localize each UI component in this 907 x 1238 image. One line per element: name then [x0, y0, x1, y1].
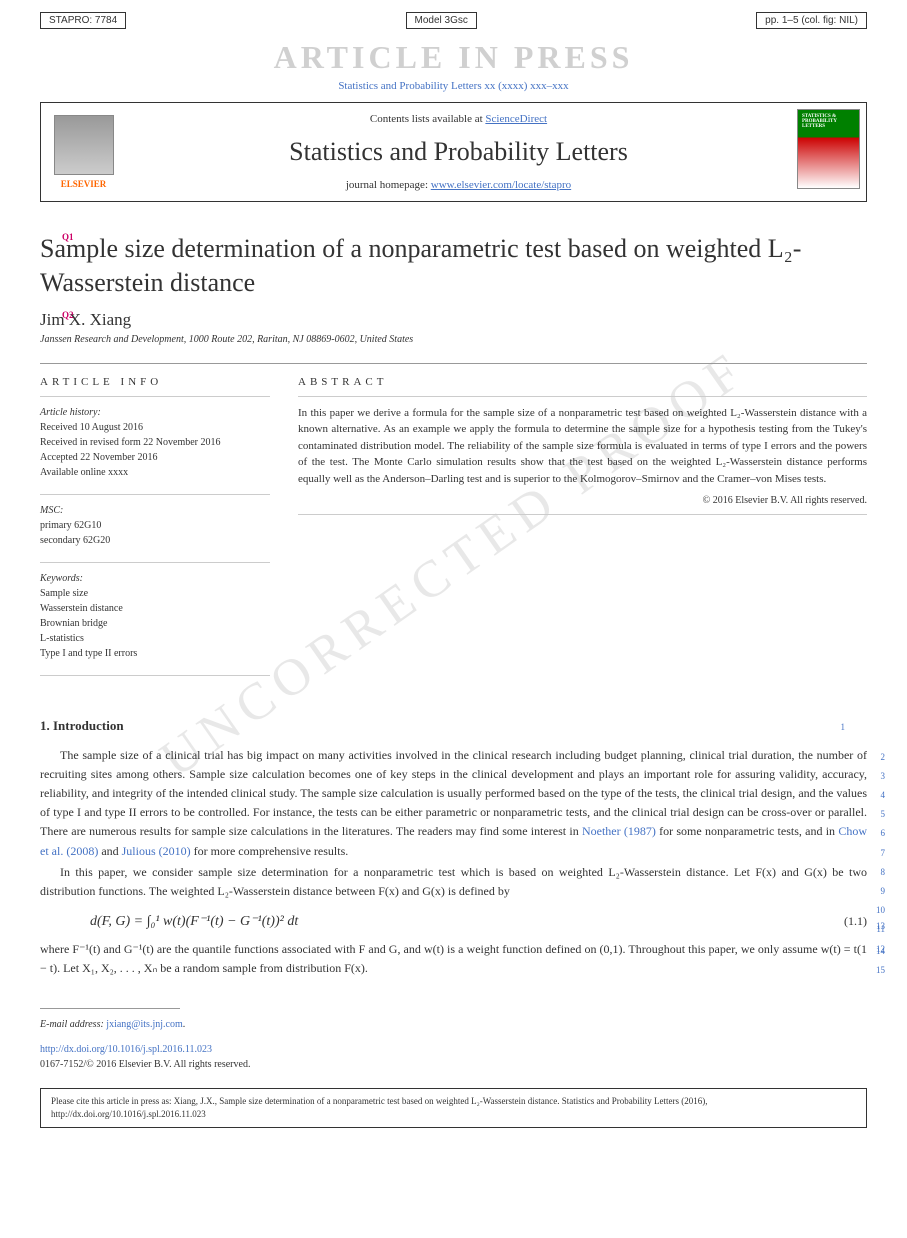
journal-title: Statistics and Probability Letters	[136, 125, 781, 179]
accepted-date: Accepted 22 November 2016	[40, 450, 270, 465]
line-numbers: 13	[876, 917, 885, 936]
article-history: Article history: Received 10 August 2016…	[40, 405, 270, 480]
keyword: Sample size	[40, 586, 270, 601]
abstract-heading: ABSTRACT	[298, 376, 867, 388]
cover-image: STATISTICS & PROBABILITY LETTERS	[797, 109, 860, 189]
para1-text-c: and	[98, 844, 121, 858]
issn-line: 0167-7152/© 2016 Elsevier B.V. All right…	[40, 1057, 867, 1072]
journal-homepage: journal homepage: www.elsevier.com/locat…	[136, 179, 781, 191]
citation-box: Please cite this article in press as: Xi…	[40, 1088, 867, 1127]
introduction-section: 1 1. Introduction 23456789101112 The sam…	[40, 718, 867, 979]
header-center: Contents lists available at ScienceDirec…	[126, 103, 791, 201]
elsevier-logo: ELSEVIER	[41, 103, 126, 201]
author-text: Jim X. Xiang	[40, 310, 131, 329]
intro-paragraph-2: In this paper, we consider sample size d…	[40, 863, 867, 901]
q2-marker: Q2	[62, 310, 74, 320]
line-numbers: 1	[841, 718, 846, 737]
citation-link[interactable]: Julious (2010)	[122, 844, 191, 858]
abstract-text: In this paper we derive a formula for th…	[298, 405, 867, 488]
keyword: Brownian bridge	[40, 616, 270, 631]
history-label: Article history:	[40, 405, 270, 420]
line-numbers: 1415	[876, 942, 885, 980]
footer-divider	[40, 1008, 180, 1009]
received-date: Received 10 August 2016	[40, 420, 270, 435]
title-text: Sample size determination of a nonparame…	[40, 234, 801, 297]
elsevier-text: ELSEVIER	[61, 179, 107, 189]
formula-row: 13 d(F, G) = ∫₀¹ w(t)(F⁻¹(t) − G⁻¹(t))² …	[40, 903, 867, 940]
keyword: Wasserstein distance	[40, 601, 270, 616]
top-bar: STAPRO: 7784 Model 3Gsc pp. 1–5 (col. fi…	[0, 0, 907, 35]
footer-section: E-mail address: jxiang@its.jnj.com. http…	[40, 1008, 867, 1072]
col-divider	[298, 396, 867, 397]
formula: d(F, G) = ∫₀¹ w(t)(F⁻¹(t) − G⁻¹(t))² dt	[90, 913, 844, 930]
msc-primary: primary 62G10	[40, 518, 270, 533]
q1-marker: Q1	[62, 232, 74, 244]
email-label: E-mail address:	[40, 1019, 106, 1030]
article-title: Q1 Sample size determination of a nonpar…	[40, 232, 867, 300]
citation-link[interactable]: Noether (1987)	[582, 824, 656, 838]
topbar-left: STAPRO: 7784	[40, 12, 126, 29]
msc-secondary: secondary 62G20	[40, 533, 270, 548]
keyword: L-statistics	[40, 631, 270, 646]
col-divider	[40, 675, 270, 676]
homepage-prefix: journal homepage:	[346, 179, 431, 191]
para1-text-d: for more comprehensive results.	[191, 844, 349, 858]
contents-prefix: Contents lists available at	[370, 113, 485, 125]
cover-image-text: STATISTICS & PROBABILITY LETTERS	[802, 114, 859, 129]
msc-block: MSC: primary 62G10 secondary 62G20	[40, 503, 270, 548]
doi-line: http://dx.doi.org/10.1016/j.spl.2016.11.…	[40, 1042, 867, 1057]
author-affiliation: Janssen Research and Development, 1000 R…	[40, 334, 867, 345]
email-link[interactable]: jxiang@its.jnj.com	[106, 1019, 182, 1030]
intro-paragraph-3: where F⁻¹(t) and G⁻¹(t) are the quantile…	[40, 940, 867, 978]
abstract-column: ABSTRACT In this paper we derive a formu…	[298, 376, 867, 684]
formula-number: (1.1)	[844, 914, 867, 929]
doi-link[interactable]: http://dx.doi.org/10.1016/j.spl.2016.11.…	[40, 1044, 212, 1055]
col-divider	[298, 514, 867, 515]
article-info-column: ARTICLE INFO Article history: Received 1…	[40, 376, 270, 684]
journal-cover-thumb: STATISTICS & PROBABILITY LETTERS	[791, 103, 866, 201]
keyword: Type I and type II errors	[40, 646, 270, 661]
intro-paragraph-1: The sample size of a clinical trial has …	[40, 746, 867, 861]
keywords-label: Keywords:	[40, 571, 270, 586]
article-info-heading: ARTICLE INFO	[40, 376, 270, 388]
revised-date: Received in revised form 22 November 201…	[40, 435, 270, 450]
col-divider	[40, 396, 270, 397]
contents-list: Contents lists available at ScienceDirec…	[136, 113, 781, 125]
keywords-block: Keywords: Sample size Wasserstein distan…	[40, 571, 270, 661]
intro-heading: 1. Introduction	[40, 718, 867, 734]
topbar-right: pp. 1–5 (col. fig: NIL)	[756, 12, 867, 29]
homepage-link[interactable]: www.elsevier.com/locate/stapro	[431, 179, 571, 191]
msc-label: MSC:	[40, 503, 270, 518]
elsevier-tree-icon	[54, 115, 114, 175]
journal-header-box: ELSEVIER Contents lists available at Sci…	[40, 102, 867, 202]
col-divider	[40, 562, 270, 563]
sciencedirect-link[interactable]: ScienceDirect	[485, 113, 547, 125]
col-divider	[40, 494, 270, 495]
copyright-line: © 2016 Elsevier B.V. All rights reserved…	[298, 495, 867, 506]
online-date: Available online xxxx	[40, 465, 270, 480]
para1-text-b: for some nonparametric tests, and in	[656, 824, 838, 838]
journal-reference: Statistics and Probability Letters xx (x…	[0, 80, 907, 102]
divider	[40, 363, 867, 364]
topbar-center: Model 3Gsc	[406, 12, 477, 29]
article-in-press-banner: ARTICLE IN PRESS	[0, 35, 907, 80]
email-line: E-mail address: jxiang@its.jnj.com.	[40, 1017, 867, 1032]
info-abstract-row: ARTICLE INFO Article history: Received 1…	[40, 376, 867, 684]
author-name: Q2 Jim X. Xiang	[40, 310, 867, 330]
